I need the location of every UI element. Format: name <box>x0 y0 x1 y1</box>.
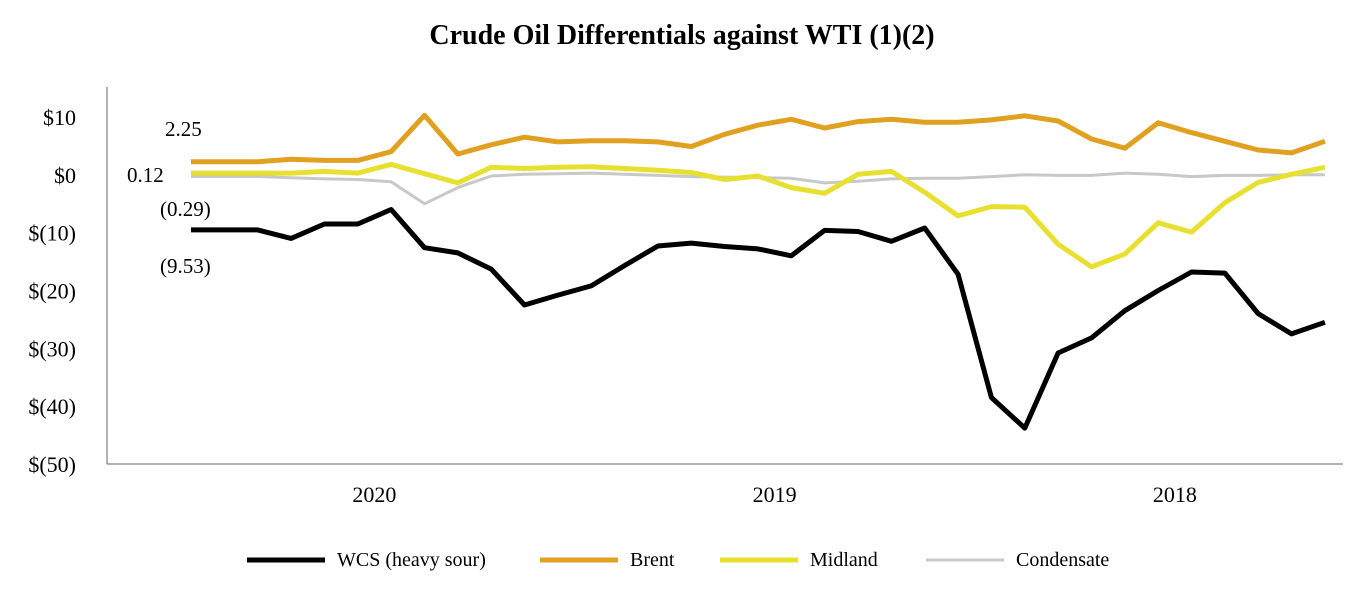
series-line-brent <box>191 112 1326 165</box>
y-axis-ticks: $10 $0 $(10) $(20) $(30) $(40) $(50) <box>28 105 76 477</box>
data-annotations: 2.250.12 (0.29) (9.53) <box>127 117 211 278</box>
y-tick-label: $(20) <box>28 279 76 304</box>
legend-label: WCS (heavy sour) <box>337 549 486 571</box>
legend-label: Midland <box>810 549 878 571</box>
y-tick-label: $(30) <box>28 336 76 361</box>
y-tick-label: $10 <box>43 105 76 130</box>
x-tick-label: 2020 <box>352 482 396 507</box>
y-tick-label: $(50) <box>28 452 76 477</box>
legend-label: Brent <box>630 549 675 571</box>
legend: WCS (heavy sour) Brent Midland Condensate <box>247 549 1109 571</box>
series-line-midland <box>191 161 1326 270</box>
chart-title: Crude Oil Differentials against WTI (1)(… <box>429 20 934 51</box>
y-tick-label: $(40) <box>28 394 76 419</box>
series-lines <box>191 112 1326 431</box>
y-tick-label: $(10) <box>28 221 76 246</box>
x-tick-label: 2019 <box>753 482 797 507</box>
x-axis-ticks: 2020 2019 2018 <box>352 482 1196 507</box>
legend-label: Condensate <box>1016 549 1109 571</box>
x-tick-label: 2018 <box>1153 482 1197 507</box>
series-line-wcs-heavy-sour <box>191 207 1326 431</box>
data-label: 2.25 <box>165 117 202 141</box>
data-label: (0.29) <box>160 197 211 221</box>
data-label: (9.53) <box>160 254 211 278</box>
data-label: 0.12 <box>127 163 164 187</box>
y-tick-label: $0 <box>54 163 76 188</box>
